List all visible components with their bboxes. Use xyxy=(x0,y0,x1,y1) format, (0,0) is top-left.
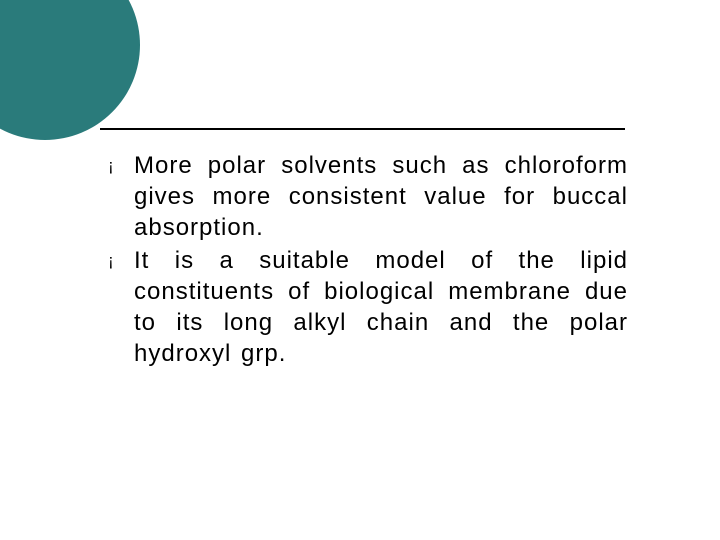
bullet-text: More polar solvents such as chloroform g… xyxy=(134,150,628,243)
bullet-marker-icon: ¡ xyxy=(108,150,134,181)
slide-canvas: ¡ More polar solvents such as chloroform… xyxy=(0,0,720,540)
horizontal-divider xyxy=(100,128,625,130)
bullet-marker-icon: ¡ xyxy=(108,245,134,276)
list-item: ¡ It is a suitable model of the lipid co… xyxy=(108,245,628,369)
bullet-text: It is a suitable model of the lipid cons… xyxy=(134,245,628,369)
list-item: ¡ More polar solvents such as chloroform… xyxy=(108,150,628,243)
bullet-list: ¡ More polar solvents such as chloroform… xyxy=(108,150,628,371)
